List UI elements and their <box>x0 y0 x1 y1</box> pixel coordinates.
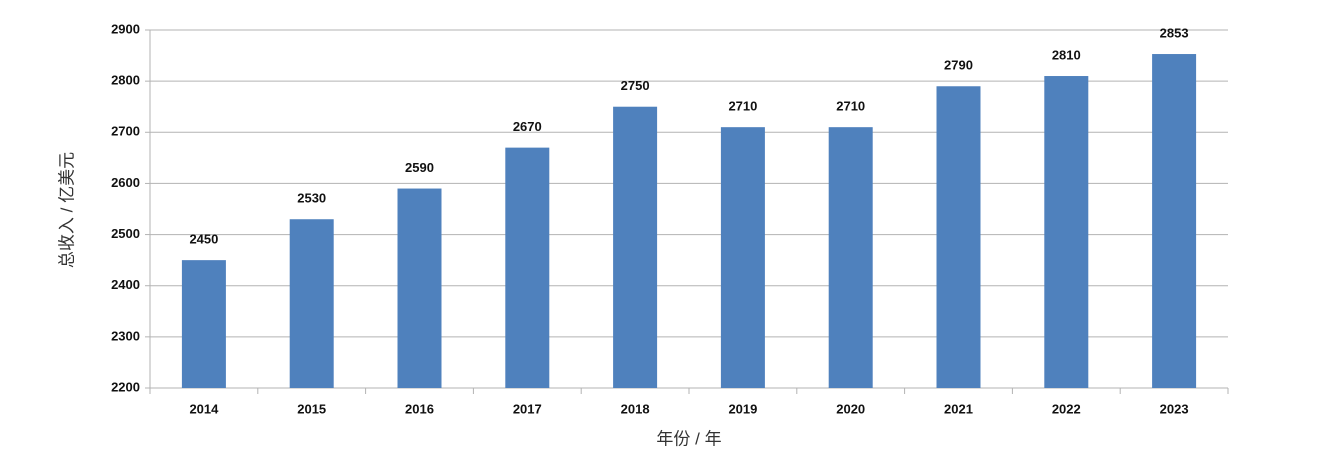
bar <box>397 188 442 388</box>
y-tick-label: 2600 <box>111 175 140 190</box>
x-tick-label: 2016 <box>405 401 434 416</box>
y-tick-label: 2400 <box>111 277 140 292</box>
bar <box>720 127 765 389</box>
y-tick-label: 2700 <box>111 124 140 139</box>
x-tick-label: 2017 <box>513 401 542 416</box>
x-tick-label: 2019 <box>728 401 757 416</box>
bar <box>505 147 550 388</box>
x-tick-label: 2014 <box>189 401 219 416</box>
value-label: 2750 <box>621 78 650 93</box>
x-tick-label: 2023 <box>1160 401 1189 416</box>
bar <box>828 127 873 389</box>
value-label: 2710 <box>836 99 865 114</box>
x-axis-title: 年份 / 年 <box>656 429 721 448</box>
value-label: 2810 <box>1052 47 1081 62</box>
y-tick-label: 2800 <box>111 73 140 88</box>
value-label: 2590 <box>405 160 434 175</box>
bar <box>936 86 981 388</box>
y-axis-title: 总收入 / 亿美元 <box>57 152 76 268</box>
y-tick-label: 2500 <box>111 226 140 241</box>
bar <box>289 219 334 388</box>
value-label: 2450 <box>189 232 218 247</box>
x-tick-label: 2015 <box>297 401 326 416</box>
y-tick-label: 2900 <box>111 21 140 36</box>
x-tick-label: 2021 <box>944 401 973 416</box>
value-label: 2670 <box>513 119 542 134</box>
bar <box>1152 54 1197 389</box>
value-label: 2853 <box>1160 25 1189 40</box>
bar <box>181 260 226 388</box>
bar <box>1044 76 1089 389</box>
y-tick-label: 2200 <box>111 379 140 394</box>
x-tick-label: 2018 <box>621 401 650 416</box>
value-label: 2710 <box>728 99 757 114</box>
value-label: 2530 <box>297 191 326 206</box>
x-tick-label: 2020 <box>836 401 865 416</box>
y-tick-label: 2300 <box>111 328 140 343</box>
bar <box>613 106 658 388</box>
value-label: 2790 <box>944 58 973 73</box>
x-tick-label: 2022 <box>1052 401 1081 416</box>
